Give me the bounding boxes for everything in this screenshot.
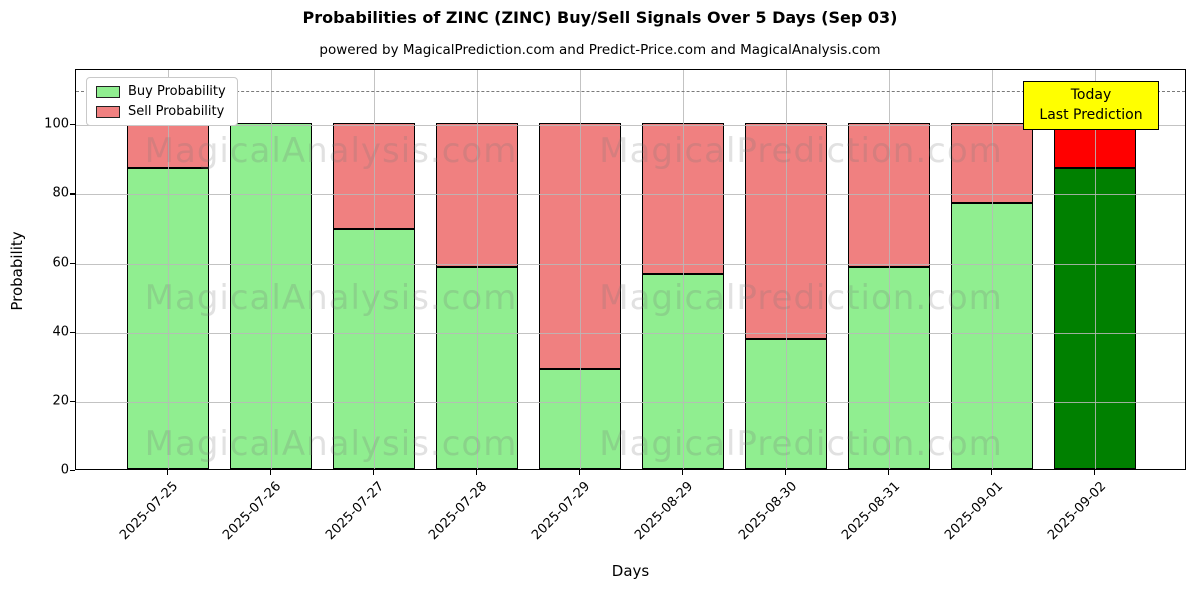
threshold-line <box>76 90 1185 92</box>
bar-segment-sell-2025-07-27 <box>332 123 416 229</box>
x-tick-label: 2025-07-28 <box>426 479 491 544</box>
y-tick-mark <box>70 262 75 264</box>
x-tick-label: 2025-08-30 <box>735 479 800 544</box>
x-tick-mark <box>475 470 478 475</box>
watermark-text: MagicalAnalysis.com <box>144 278 518 318</box>
x-tick-mark <box>166 470 168 475</box>
x-axis-label: Days <box>611 562 650 580</box>
x-tick-label: 2025-09-01 <box>941 479 1006 544</box>
gridline-horizontal <box>76 263 1185 265</box>
watermark-text: MagicalPrediction.com <box>599 131 1003 171</box>
x-tick-label: 2025-08-31 <box>838 479 903 544</box>
bar-segment-buy-2025-07-29 <box>538 368 622 469</box>
y-tick-mark <box>70 470 75 472</box>
gridline-vertical <box>992 70 994 469</box>
bar-2025-07-29 <box>538 68 622 469</box>
gridline-horizontal <box>76 401 1185 403</box>
x-tick-label: 2025-07-26 <box>220 479 285 544</box>
y-tick-label: 20 <box>52 393 69 409</box>
y-tick-mark <box>70 331 75 333</box>
x-tick-mark <box>269 470 271 475</box>
y-tick-label: 0 <box>60 462 69 478</box>
y-axis-label: Probability <box>8 231 26 311</box>
x-tick-label: 2025-07-25 <box>117 479 182 544</box>
x-tick-mark <box>1094 470 1096 475</box>
watermark-text: MagicalPrediction.com <box>599 278 1003 318</box>
bar-segment-buy-2025-07-26 <box>229 123 312 469</box>
x-tick-mark <box>888 470 890 475</box>
watermark-text: MagicalAnalysis.com <box>144 424 518 464</box>
gridline-vertical <box>270 70 272 469</box>
gridline-vertical <box>683 70 685 469</box>
gridline-vertical <box>476 70 478 469</box>
x-tick-label: 2025-07-27 <box>323 479 388 544</box>
watermark-text: MagicalAnalysis.com <box>144 131 518 171</box>
legend-buy-label: Buy Probability <box>128 84 226 99</box>
gridline-horizontal <box>76 194 1185 196</box>
x-tick-label: 2025-07-29 <box>529 479 594 544</box>
chart-title: Probabilities of ZINC (ZINC) Buy/Sell Si… <box>302 8 898 27</box>
x-tick-label: 2025-08-29 <box>632 479 697 544</box>
y-tick-mark <box>70 400 75 403</box>
gridline-horizontal <box>76 332 1185 334</box>
legend-item-sell: Sell Probability <box>96 104 226 119</box>
today-annotation-line2: Last Prediction <box>1039 107 1143 124</box>
watermark-text: MagicalPrediction.com <box>599 424 1003 464</box>
legend-sell-label: Sell Probability <box>128 104 225 119</box>
bar-segment-buy-2025-07-27 <box>332 228 416 469</box>
x-tick-mark <box>991 470 993 475</box>
bar-2025-07-27 <box>332 68 416 469</box>
y-tick-label: 100 <box>44 116 69 132</box>
x-tick-mark <box>578 470 581 475</box>
plot-area: Buy Probability Sell Probability Today L… <box>75 69 1186 470</box>
today-annotation: Today Last Prediction <box>1023 81 1159 130</box>
y-tick-label: 40 <box>52 324 69 340</box>
gridline-vertical <box>373 70 375 469</box>
bar-segment-sell-2025-07-29 <box>538 123 622 369</box>
x-tick-label: 2025-09-02 <box>1044 479 1109 544</box>
gridline-vertical <box>1095 70 1097 469</box>
bar-segment-buy-2025-07-28 <box>435 266 519 469</box>
gridline-vertical <box>889 70 891 469</box>
bar-2025-07-26 <box>229 68 312 469</box>
gridline-vertical <box>167 70 169 469</box>
chart-subtitle: powered by MagicalPrediction.com and Pre… <box>319 42 881 58</box>
sell-swatch-icon <box>96 105 120 118</box>
x-tick-mark <box>372 470 375 475</box>
y-tick-label: 60 <box>52 255 69 271</box>
gridline-horizontal <box>76 125 1185 127</box>
today-annotation-line1: Today <box>1070 87 1112 103</box>
x-tick-mark <box>785 470 787 475</box>
y-tick-label: 80 <box>52 185 69 201</box>
gridline-vertical <box>579 70 581 469</box>
legend-item-buy: Buy Probability <box>96 84 226 99</box>
legend: Buy Probability Sell Probability <box>86 77 238 126</box>
y-tick-mark <box>70 193 75 195</box>
gridline-vertical <box>786 70 788 469</box>
x-tick-mark <box>682 470 684 475</box>
y-tick-mark <box>70 124 75 126</box>
buy-swatch-icon <box>96 85 120 98</box>
